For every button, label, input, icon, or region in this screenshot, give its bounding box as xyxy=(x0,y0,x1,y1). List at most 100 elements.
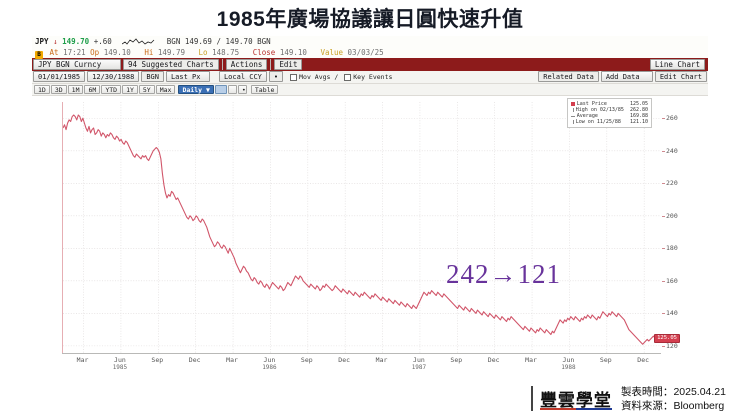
period-button-5y[interactable]: 5Y xyxy=(138,85,155,94)
period-button-1y[interactable]: 1Y xyxy=(122,85,138,94)
period-dot-button[interactable]: • xyxy=(237,85,247,94)
chart-gridlines xyxy=(63,102,661,354)
quote-low-label: Lo xyxy=(198,48,208,57)
chart-area: 260 240 220 200 180 160 140 120 Mar Jun 1985 Sep De… xyxy=(32,96,708,382)
quote-high-label: Hi xyxy=(144,48,154,57)
quote-symbol: JPY xyxy=(35,37,49,46)
x-axis-tick: Mar xyxy=(76,356,89,364)
period-blank-button[interactable] xyxy=(227,85,237,94)
frequency-label: Daily xyxy=(182,85,203,94)
related-data-menu[interactable]: Related Data xyxy=(538,71,599,82)
checkbox-icon xyxy=(344,73,352,81)
toolbar-primary: JPY BGN Curncy 94 Suggested Charts Actio… xyxy=(32,58,708,71)
made-time-line: 製表時間：2025.04.21 xyxy=(621,385,726,399)
quote-last-price: 149.70 xyxy=(62,37,90,46)
add-data-input[interactable]: Add Data xyxy=(600,71,653,82)
footer: 豐雲學堂 製表時間：2025.04.21 資料來源：Bloomberg xyxy=(0,382,740,415)
footer-credits: 製表時間：2025.04.21 資料來源：Bloomberg xyxy=(621,385,726,413)
y-axis-tick: 160 xyxy=(662,276,678,285)
x-axis-year: 1985 xyxy=(112,364,128,371)
edit-menu[interactable]: Edit xyxy=(274,59,303,70)
bloomberg-terminal-panel: JPY ↓ 149.70 +.60 BGN 149.69 / 149.70 BG… xyxy=(32,36,708,382)
period-button-1d[interactable]: 1D xyxy=(34,85,50,94)
last-price-tag: 125.05 xyxy=(654,333,680,343)
chart-type-button[interactable]: Line Chart xyxy=(649,59,705,70)
legend-label: Average xyxy=(576,113,598,119)
toolbar-fill xyxy=(303,58,649,71)
quote-close-value: 149.10 xyxy=(279,48,307,57)
quote-low-value: 148.75 xyxy=(212,48,240,57)
x-axis-tick: Mar xyxy=(375,356,388,364)
source-field[interactable]: BGN xyxy=(141,71,164,82)
title-bar: 1985年廣場協議讓日圓快速升值 xyxy=(0,0,740,36)
quote-close-label: Close xyxy=(252,48,276,57)
toolbar-period: 1D 3D 1M 6M YTD 1Y 5Y Max Daily ▼ • Table xyxy=(32,84,708,96)
edit-chart-button[interactable]: Edit Chart xyxy=(654,71,707,82)
legend-marker-icon xyxy=(570,102,575,106)
quote-value-date: 03/03/25 xyxy=(347,48,384,57)
legend-row: Low on 11/25/88 121.10 xyxy=(571,119,648,125)
suggested-charts-button[interactable]: 94 Suggested Charts xyxy=(123,59,219,70)
y-axis-tick: 140 xyxy=(662,309,678,318)
x-axis-tick: Jun xyxy=(263,356,276,364)
chart-legend: Last Price 125.05 High on 02/13/85 262.80 Av… xyxy=(566,98,652,128)
date-to-input[interactable]: 12/30/1988 xyxy=(87,71,140,82)
made-time-label: 製表時間： xyxy=(620,385,674,398)
legend-label: High on 02/13/85 xyxy=(575,107,624,113)
made-time-value: 2025.04.21 xyxy=(673,385,726,398)
key-events-checkbox[interactable]: Key Events xyxy=(344,71,392,83)
period-button-6m[interactable]: 6M xyxy=(84,85,101,94)
legend-row: Average 169.88 xyxy=(570,113,648,119)
table-button[interactable]: Table xyxy=(250,85,279,94)
y-axis-tick: 220 xyxy=(662,179,678,188)
quote-at-time: 17:21 xyxy=(63,48,86,57)
currency-dropdown-icon[interactable]: • xyxy=(268,71,284,82)
mov-avgs-label: Mov Avgs xyxy=(299,73,331,81)
quote-value-label: Value xyxy=(320,48,344,57)
bloomberg-icon: B xyxy=(35,51,43,59)
quote-open-value: 149.10 xyxy=(103,48,131,57)
legend-marker-icon xyxy=(572,120,574,124)
period-button-ytd[interactable]: YTD xyxy=(101,85,122,94)
actions-menu[interactable]: Actions xyxy=(225,59,268,70)
quote-open-label: Op xyxy=(90,48,100,57)
quote-direction-arrow: ↓ xyxy=(53,37,58,46)
frequency-select[interactable]: Daily ▼ xyxy=(178,85,214,94)
legend-value: 262.80 xyxy=(629,107,648,113)
annotation-242-to-121: 242→121 xyxy=(446,259,561,289)
x-axis-tick: Jun xyxy=(562,356,575,364)
mov-avgs-line-icon: / xyxy=(330,73,339,81)
period-extra-button[interactable] xyxy=(214,85,227,94)
period-button-3d[interactable]: 3D xyxy=(50,85,67,94)
legend-value: 125.05 xyxy=(629,101,648,107)
source-line: 資料來源：Bloomberg xyxy=(621,399,726,413)
sparkline-icon xyxy=(122,38,155,45)
mov-avgs-checkbox[interactable]: Mov Avgs / xyxy=(290,71,338,83)
page-title: 1985年廣場協議讓日圓快速升值 xyxy=(216,8,524,31)
source-label: 資料來源： xyxy=(620,399,674,412)
legend-marker-icon xyxy=(572,108,574,112)
x-axis-year: 1988 xyxy=(561,364,576,371)
period-button-group: 1D 3D 1M 6M YTD 1Y 5Y Max xyxy=(34,85,176,94)
x-axis-tick: Sep xyxy=(300,356,313,364)
date-from-input[interactable]: 01/01/1985 xyxy=(33,71,86,82)
price-field-select[interactable]: Last Px xyxy=(165,71,210,82)
security-field[interactable]: JPY BGN Curncy xyxy=(33,59,121,70)
period-button-max[interactable]: Max xyxy=(155,85,176,94)
x-axis-tick: Dec xyxy=(637,356,650,364)
legend-label: Last Price xyxy=(576,101,607,107)
checkbox-icon xyxy=(290,73,298,81)
quote-source-left: BGN xyxy=(166,37,181,46)
currency-select[interactable]: Local CCY xyxy=(218,71,267,82)
legend-row: Last Price 125.05 xyxy=(570,101,648,107)
quote-row-primary: JPY ↓ 149.70 +.60 BGN 149.69 / 149.70 BG… xyxy=(32,36,708,47)
legend-row: High on 02/13/85 262.80 xyxy=(571,107,648,113)
period-button-1m[interactable]: 1M xyxy=(67,85,84,94)
x-axis-tick: Dec xyxy=(188,356,201,364)
source-value: Bloomberg xyxy=(673,399,725,412)
y-axis-tick: 240 xyxy=(662,146,678,155)
legend-label: Low on 11/25/88 xyxy=(575,119,621,125)
brand-logo: 豐雲學堂 xyxy=(530,386,612,411)
price-line xyxy=(63,114,661,345)
x-axis-year: 1987 xyxy=(411,364,427,371)
